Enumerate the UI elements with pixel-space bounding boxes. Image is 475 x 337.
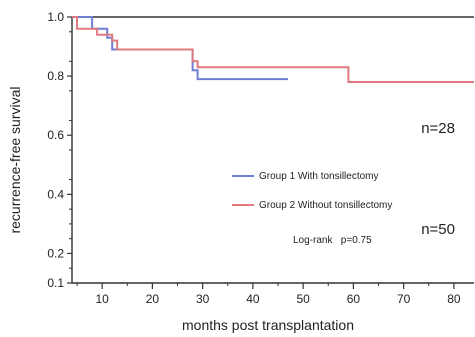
x-tick-label: 40 — [246, 292, 260, 306]
y-tick-label: 0.4 — [47, 187, 64, 201]
x-axis-title: months post transplantation — [182, 317, 354, 333]
y-tick-label: 0.2 — [47, 246, 64, 260]
x-tick-label: 70 — [397, 292, 411, 306]
axes: 0.1 0.2 0.4 0.6 0.8 1.0 10 20 30 40 50 60 70 80 — [47, 10, 474, 306]
x-tick-label: 60 — [347, 292, 361, 306]
x-tick-label: 30 — [196, 292, 210, 306]
legend-label-group-2: Group 2 Without tonsillectomy — [259, 200, 392, 211]
n-label-group-1: n=28 — [421, 120, 455, 137]
y-tick-label: 0.8 — [47, 69, 64, 83]
series-line-group-2 — [72, 16, 474, 83]
legend: Group 1 With tonsillectomy n=28 Group 2 Wi… — [232, 120, 455, 238]
series-layer — [72, 16, 474, 83]
y-tick-label: 0.6 — [47, 128, 64, 142]
log-rank-annotation: Log-rank p=0.75 — [293, 235, 372, 246]
series-line-group-1 — [72, 16, 289, 81]
x-tick-label: 80 — [447, 292, 461, 306]
x-tick-label: 10 — [95, 292, 109, 306]
n-label-group-2: n=50 — [421, 221, 455, 238]
x-tick-label: 20 — [146, 292, 160, 306]
x-tick-label: 50 — [296, 292, 310, 306]
legend-label-group-1: Group 1 With tonsillectomy — [259, 171, 379, 182]
y-tick-label: 1.0 — [47, 10, 64, 24]
y-tick-label: 0.1 — [47, 276, 64, 290]
y-axis-title: recurrence-free survival — [7, 86, 23, 233]
